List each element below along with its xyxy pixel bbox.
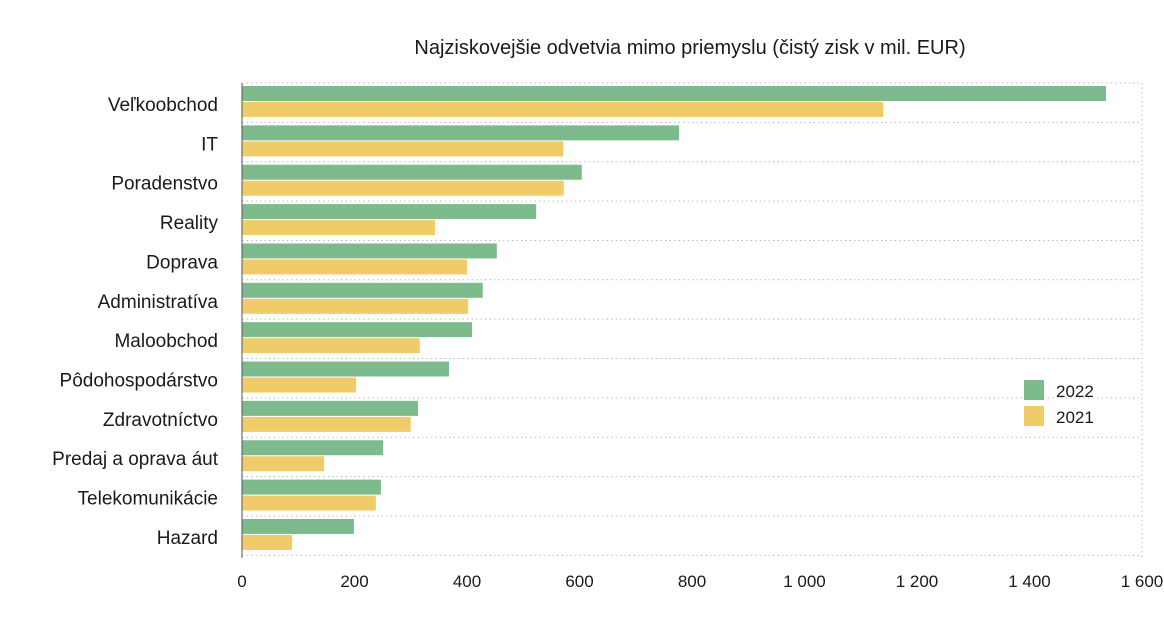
bar-2022: [242, 164, 582, 180]
x-tick-label: 400: [453, 572, 481, 591]
bar-2021: [242, 220, 435, 236]
x-tick-label: 1 400: [1008, 572, 1051, 591]
bar-2022: [242, 86, 1106, 101]
bar-2021: [242, 298, 469, 314]
bar-2021: [242, 534, 293, 550]
bar-2021: [242, 495, 376, 511]
category-label: Telekomunikácie: [78, 489, 218, 510]
x-tick-label: 200: [340, 572, 368, 591]
x-tick-labels: 0 200 400 600 800 1 000 1 200 1 400 1 600: [237, 572, 1163, 591]
category-label: Maloobchod: [114, 331, 218, 352]
legend: 2022 2021: [1024, 380, 1094, 427]
bar-2021: [242, 338, 420, 354]
category-label: Poradenstvo: [111, 174, 218, 195]
x-tick-label: 1 200: [896, 572, 939, 591]
bar-2022: [242, 204, 537, 220]
bar-2022: [242, 125, 680, 141]
category-label: Hazard: [157, 528, 218, 549]
bar-2022: [242, 361, 449, 377]
x-tick-label: 1 000: [783, 572, 826, 591]
legend-swatch-2021: [1024, 406, 1044, 426]
bar-2022: [242, 518, 354, 534]
category-label: Predaj a oprava áut: [52, 449, 219, 470]
x-tick-label: 1 600: [1121, 572, 1164, 591]
legend-swatch-2022: [1024, 380, 1044, 400]
x-tick-label: 600: [565, 572, 593, 591]
bar-2021: [242, 102, 884, 117]
bar-2021: [242, 416, 411, 432]
bar-2022: [242, 322, 473, 338]
legend-label: 2022: [1056, 382, 1094, 401]
bar-2022: [242, 479, 381, 495]
category-label: IT: [201, 134, 218, 155]
bar-2021: [242, 456, 325, 472]
bar-2021: [242, 259, 467, 275]
bar-2022: [242, 440, 384, 456]
bar-2021: [242, 141, 564, 157]
category-label: Pôdohospodárstvo: [60, 371, 218, 392]
bar-2022: [242, 282, 483, 298]
category-label: Veľkoobchod: [108, 95, 218, 116]
category-labels: Veľkoobchod IT Poradenstvo Reality Doprava Ad…: [52, 95, 219, 549]
grid: [242, 82, 1143, 558]
category-label: Administratíva: [98, 292, 219, 313]
bar-2021: [242, 180, 564, 196]
x-tick-label: 800: [678, 572, 706, 591]
chart-title: Najziskovejšie odvetvia mimo priemyslu (…: [414, 37, 965, 59]
legend-label: 2021: [1056, 408, 1094, 427]
category-label: Reality: [160, 213, 219, 234]
category-label: Doprava: [146, 252, 218, 273]
bar-2022: [242, 243, 497, 259]
bar-2022: [242, 400, 419, 416]
bars: [242, 86, 1106, 550]
bar-2021: [242, 377, 357, 393]
category-label: Zdravotníctvo: [103, 410, 218, 431]
x-tick-label: 0: [237, 572, 246, 591]
